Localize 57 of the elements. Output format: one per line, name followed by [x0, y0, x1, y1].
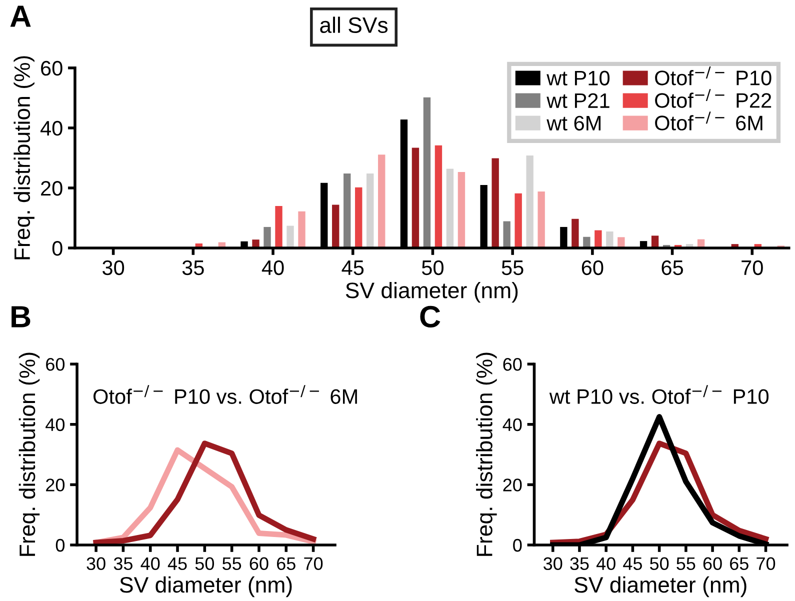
x-axis-title: SV diameter (nm) — [120, 576, 292, 598]
legend-label: Otof$^{−/−}$ 6M — [655, 112, 762, 130]
text: A — [10, 6, 31, 27]
text: C — [420, 306, 440, 328]
y-tick-label: 60 — [503, 358, 522, 371]
x-tick-label: 30 — [102, 260, 124, 276]
x-tick-label: 35 — [570, 557, 589, 570]
y-axis-title: Freq. distribution (%) — [476, 352, 497, 556]
y-tick-label: 0 — [513, 538, 522, 552]
y-tick-label: 20 — [46, 478, 65, 492]
legend-label: Otof$^{−/−}$ P22 — [655, 89, 772, 108]
legend-label: wt P10 — [546, 70, 610, 86]
x-tick-label: 55 — [502, 260, 524, 276]
x-tick-label: 50 — [195, 557, 214, 570]
x-tick-label: 55 — [676, 557, 696, 570]
x-tick-label: 60 — [582, 260, 604, 276]
x-tick-label: 45 — [342, 260, 364, 276]
x-tick-label: 45 — [623, 557, 642, 570]
x-tick-label: 65 — [730, 557, 748, 570]
x-tick-label: 40 — [596, 557, 616, 570]
x-tick-label: 60 — [250, 557, 268, 570]
x-tick-label: 35 — [182, 260, 204, 276]
y-tick-label: 40 — [40, 120, 62, 136]
text: Otof$^{−/−}$ P10 vs. Otof$^{−/−}$ 6M — [94, 385, 357, 404]
y-tick-label: 20 — [503, 478, 522, 492]
x-tick-label: 70 — [742, 260, 763, 276]
y-axis-title: Freq. distribution (%) — [18, 352, 40, 556]
x-axis-title: SV diameter (nm) — [346, 282, 518, 303]
text: wt P10 vs. Otof$^{−/−}$ P10 — [549, 385, 769, 404]
x-tick-label: 55 — [222, 557, 242, 570]
y-tick-label: 60 — [46, 358, 65, 371]
x-tick-label: 50 — [650, 557, 669, 570]
text: B — [12, 306, 30, 328]
y-tick-label: 40 — [46, 418, 65, 432]
text: all SVs — [320, 16, 388, 34]
y-tick-label: 0 — [56, 538, 65, 552]
y-tick-label: 20 — [41, 180, 62, 196]
x-tick-label: 40 — [262, 260, 284, 276]
x-tick-label: 50 — [422, 260, 444, 276]
y-tick-label: 60 — [41, 60, 62, 76]
legend-label: wt P21 — [546, 93, 610, 108]
x-tick-label: 70 — [304, 557, 323, 570]
x-tick-label: 65 — [662, 260, 684, 276]
x-tick-label: 40 — [140, 557, 160, 570]
x-tick-label: 65 — [277, 557, 296, 570]
x-tick-label: 30 — [86, 557, 106, 570]
legend-label: wt 6M — [546, 116, 600, 131]
y-axis-title: Freq. distribution (%) — [14, 56, 34, 260]
x-tick-label: 35 — [114, 557, 132, 570]
x-tick-label: 70 — [756, 557, 776, 570]
x-tick-label: 60 — [703, 557, 722, 570]
x-tick-label: 30 — [544, 557, 562, 570]
y-tick-label: 40 — [502, 418, 522, 432]
legend-label: Otof$^{−/−}$ P10 — [655, 66, 772, 86]
x-axis-title: SV diameter (nm) — [574, 576, 746, 598]
y-tick-label: 0 — [52, 240, 62, 256]
x-tick-label: 45 — [168, 557, 187, 570]
